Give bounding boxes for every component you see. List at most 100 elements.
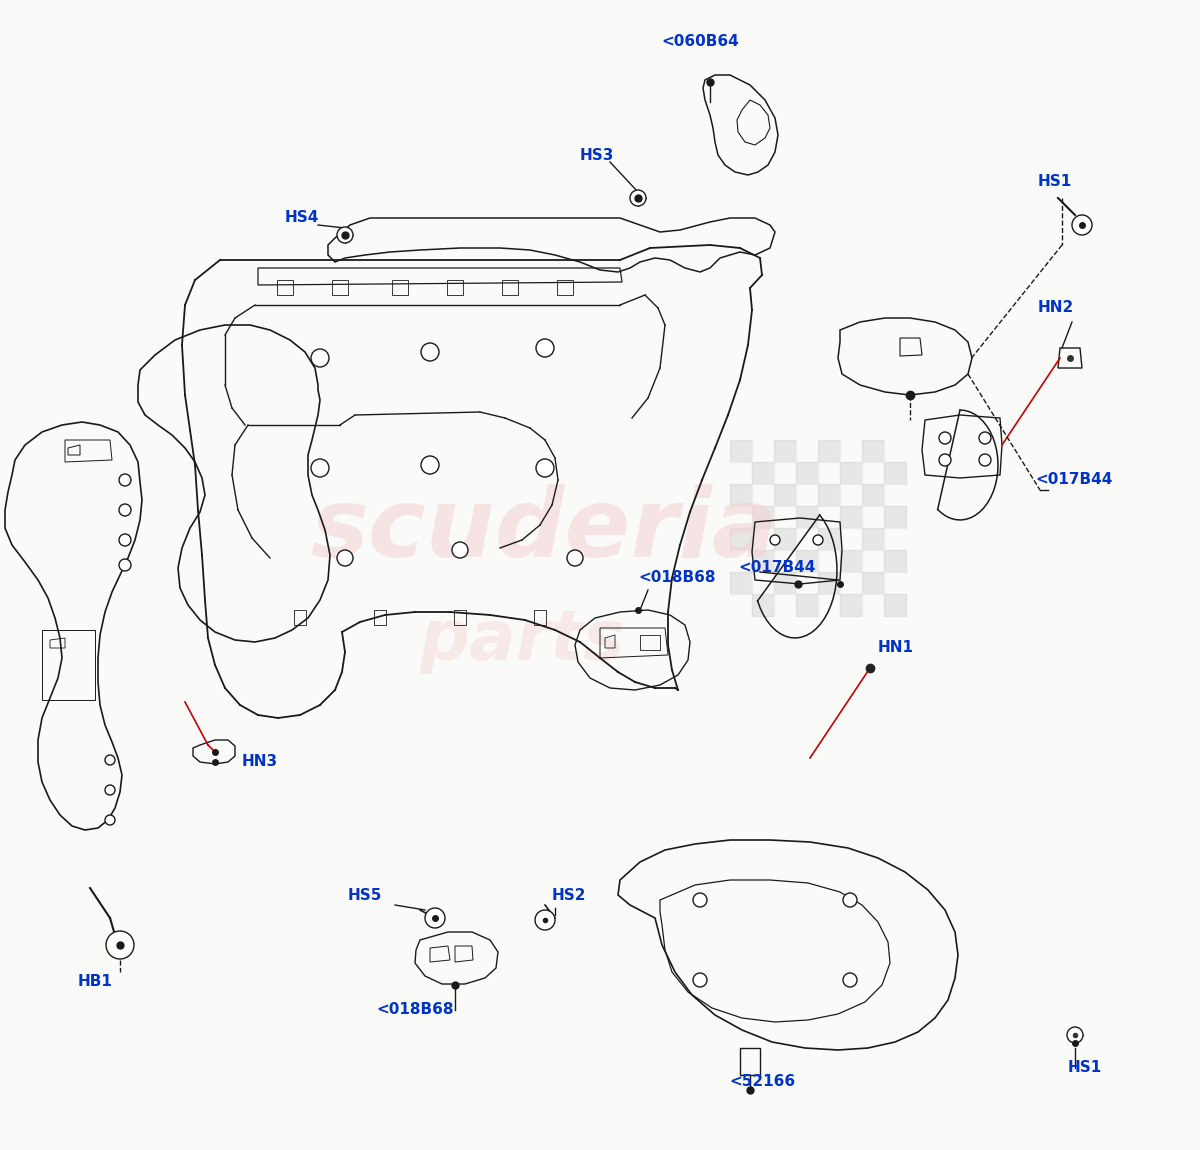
Bar xyxy=(862,595,884,616)
Bar xyxy=(884,528,906,550)
Circle shape xyxy=(536,339,554,356)
Bar xyxy=(752,550,774,572)
Bar xyxy=(884,506,906,528)
Text: HS4: HS4 xyxy=(286,210,319,225)
Bar xyxy=(818,506,840,528)
Text: <018B68: <018B68 xyxy=(377,1003,454,1018)
Text: HN3: HN3 xyxy=(242,754,278,769)
Bar xyxy=(796,462,818,484)
Circle shape xyxy=(770,535,780,545)
Bar xyxy=(730,462,752,484)
Text: HB1: HB1 xyxy=(78,974,113,989)
Bar xyxy=(774,462,796,484)
Circle shape xyxy=(421,457,439,474)
Text: HS1: HS1 xyxy=(1068,1060,1103,1075)
Circle shape xyxy=(1072,215,1092,235)
Circle shape xyxy=(119,474,131,486)
Bar xyxy=(730,595,752,616)
Bar xyxy=(862,484,884,506)
Circle shape xyxy=(311,348,329,367)
Circle shape xyxy=(979,454,991,466)
Bar xyxy=(774,440,796,462)
Bar xyxy=(796,440,818,462)
Bar xyxy=(884,484,906,506)
Bar xyxy=(862,506,884,528)
Bar xyxy=(796,595,818,616)
Circle shape xyxy=(106,815,115,825)
Bar xyxy=(752,462,774,484)
Text: <52166: <52166 xyxy=(728,1074,796,1089)
Bar xyxy=(752,506,774,528)
Circle shape xyxy=(106,756,115,765)
Circle shape xyxy=(630,190,646,206)
Bar xyxy=(840,572,862,595)
Circle shape xyxy=(119,559,131,572)
Bar xyxy=(730,528,752,550)
Bar xyxy=(774,572,796,595)
Circle shape xyxy=(452,542,468,558)
Bar xyxy=(730,440,752,462)
Bar xyxy=(774,550,796,572)
Bar xyxy=(862,462,884,484)
Bar xyxy=(818,484,840,506)
Text: HN1: HN1 xyxy=(878,641,914,656)
Text: <060B64: <060B64 xyxy=(661,34,739,49)
Bar xyxy=(752,572,774,595)
Text: <017B44: <017B44 xyxy=(1034,473,1112,488)
Text: <018B68: <018B68 xyxy=(638,570,715,585)
Circle shape xyxy=(106,932,134,959)
Bar xyxy=(774,595,796,616)
Circle shape xyxy=(694,973,707,987)
Bar xyxy=(796,550,818,572)
Circle shape xyxy=(425,908,445,928)
Bar xyxy=(730,484,752,506)
Text: <017B44: <017B44 xyxy=(738,560,815,575)
Circle shape xyxy=(842,973,857,987)
Bar xyxy=(796,572,818,595)
Text: HS2: HS2 xyxy=(552,888,587,903)
Bar xyxy=(818,572,840,595)
Bar xyxy=(884,462,906,484)
Bar xyxy=(818,595,840,616)
Circle shape xyxy=(119,534,131,546)
Text: scuderia: scuderia xyxy=(310,483,778,576)
Bar xyxy=(840,440,862,462)
Bar xyxy=(752,528,774,550)
Circle shape xyxy=(311,459,329,477)
Circle shape xyxy=(1067,1027,1084,1043)
Circle shape xyxy=(536,459,554,477)
Bar xyxy=(840,484,862,506)
Bar xyxy=(774,528,796,550)
Bar xyxy=(774,506,796,528)
Circle shape xyxy=(421,343,439,361)
Bar xyxy=(796,528,818,550)
Bar xyxy=(884,440,906,462)
Circle shape xyxy=(940,454,952,466)
Circle shape xyxy=(535,910,554,930)
Bar xyxy=(818,440,840,462)
Bar xyxy=(884,550,906,572)
Bar xyxy=(884,572,906,595)
Circle shape xyxy=(119,504,131,516)
Circle shape xyxy=(842,894,857,907)
Text: HS5: HS5 xyxy=(348,888,383,903)
Bar xyxy=(796,484,818,506)
Bar xyxy=(862,440,884,462)
Bar xyxy=(818,550,840,572)
Bar xyxy=(884,595,906,616)
Text: HS3: HS3 xyxy=(580,147,614,162)
Bar xyxy=(862,550,884,572)
Bar xyxy=(862,528,884,550)
Bar xyxy=(730,506,752,528)
Bar xyxy=(752,595,774,616)
Circle shape xyxy=(568,550,583,566)
Circle shape xyxy=(694,894,707,907)
Text: HS1: HS1 xyxy=(1038,175,1073,190)
Circle shape xyxy=(979,432,991,444)
Bar xyxy=(730,550,752,572)
Bar xyxy=(752,484,774,506)
Circle shape xyxy=(814,535,823,545)
Circle shape xyxy=(106,785,115,795)
Bar xyxy=(840,462,862,484)
Bar xyxy=(774,484,796,506)
